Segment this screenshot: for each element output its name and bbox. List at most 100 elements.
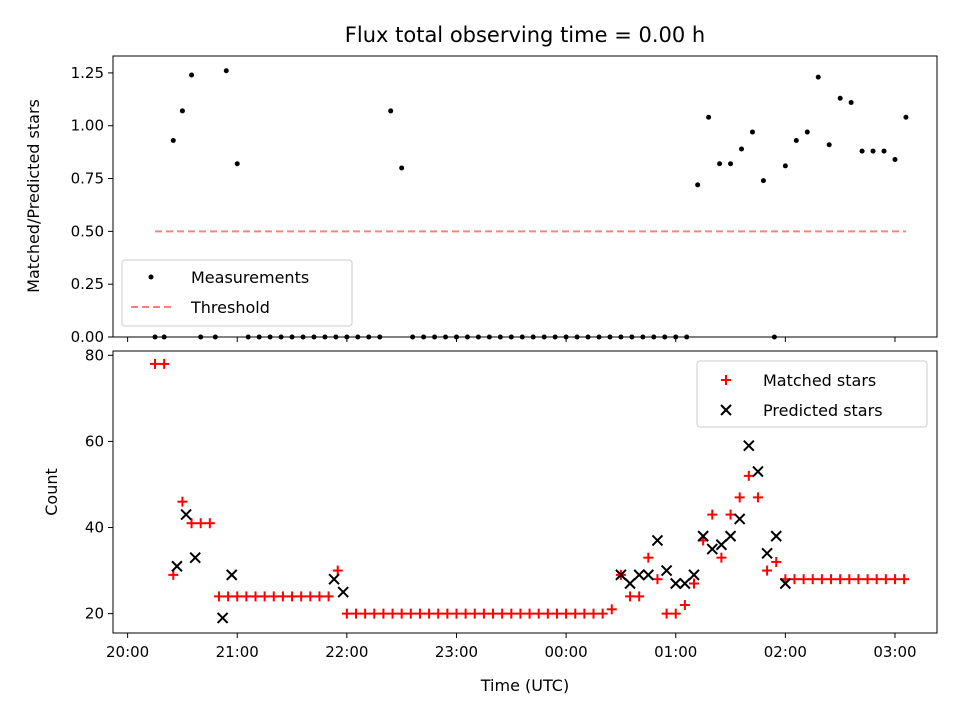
matched-star-point bbox=[844, 574, 855, 585]
matched-star-point bbox=[561, 608, 572, 619]
x-tick-label: 00:00 bbox=[544, 643, 587, 661]
predicted-star-point bbox=[770, 530, 782, 542]
x-tick-label: 22:00 bbox=[325, 643, 368, 661]
bottom-y-ticks: 20 40 60 80 bbox=[85, 346, 113, 623]
predicted-star-point bbox=[624, 577, 636, 590]
measurement-point bbox=[804, 129, 810, 135]
measurement-point bbox=[881, 148, 887, 154]
matched-star-point bbox=[323, 591, 334, 602]
matched-star-point bbox=[862, 574, 873, 585]
predicted-star-point bbox=[633, 569, 645, 581]
predicted-star-point bbox=[706, 543, 718, 555]
matched-star-point bbox=[789, 574, 800, 585]
matched-star-point bbox=[405, 608, 416, 619]
x-tick-label: 02:00 bbox=[764, 643, 807, 661]
measurement-point bbox=[760, 178, 766, 184]
measurement-point bbox=[749, 129, 755, 135]
predicted-star-point bbox=[688, 569, 700, 581]
predicted-star-point bbox=[752, 465, 764, 478]
bottom-y-tick-label: 60 bbox=[85, 432, 104, 450]
matched-star-point bbox=[899, 574, 910, 585]
matched-star-point bbox=[250, 591, 261, 602]
matched-star-point bbox=[679, 600, 690, 611]
measurement-point bbox=[870, 148, 876, 154]
measurement-point bbox=[189, 72, 195, 78]
matched-star-point bbox=[478, 608, 489, 619]
matched-star-point bbox=[515, 608, 526, 619]
bottom-marks bbox=[150, 358, 910, 624]
matched-star-point bbox=[350, 608, 361, 619]
x-tick-label: 01:00 bbox=[654, 643, 697, 661]
measurement-point bbox=[859, 148, 865, 154]
matched-star-point bbox=[798, 574, 809, 585]
matched-star-point bbox=[625, 591, 636, 602]
matched-star-point bbox=[725, 509, 736, 520]
measurement-point bbox=[815, 74, 821, 80]
chart-title: Flux total observing time = 0.00 h bbox=[345, 23, 705, 47]
matched-star-point bbox=[469, 608, 480, 619]
matched-star-point bbox=[707, 509, 718, 520]
matched-star-point bbox=[524, 608, 535, 619]
matched-star-point bbox=[588, 608, 599, 619]
measurement-point bbox=[223, 68, 229, 74]
matched-star-point bbox=[277, 591, 288, 602]
measurement-point bbox=[695, 182, 701, 188]
predicted-star-point bbox=[697, 530, 709, 542]
matched-star-point bbox=[771, 556, 782, 567]
top-y-tick-label: 0.00 bbox=[71, 328, 104, 346]
measurement-point bbox=[706, 114, 712, 120]
matched-star-point bbox=[159, 358, 170, 369]
matched-star-point bbox=[670, 608, 681, 619]
predicted-star-point bbox=[670, 577, 682, 590]
legend-measurements-marker bbox=[148, 274, 154, 280]
measurement-point bbox=[903, 114, 909, 120]
predicted-star-point bbox=[743, 440, 755, 452]
bottom-y-tick-label: 40 bbox=[85, 519, 104, 537]
predicted-star-point bbox=[180, 508, 192, 521]
matched-star-point bbox=[634, 591, 645, 602]
matched-star-point bbox=[396, 608, 407, 619]
x-tick-label: 03:00 bbox=[873, 643, 916, 661]
predicted-star-point bbox=[216, 612, 229, 624]
matched-star-point bbox=[177, 496, 188, 507]
bottom-x-ticks: 20:00 21:00 22:00 23:00 00:00 01:00 02:00 03:00 bbox=[106, 633, 917, 661]
matched-star-point bbox=[835, 574, 846, 585]
legend-measurements-label: Measurements bbox=[191, 268, 309, 287]
matched-star-point bbox=[871, 574, 882, 585]
bottom-y-tick-label: 20 bbox=[85, 605, 104, 623]
predicted-star-point bbox=[615, 569, 627, 581]
legend-predicted-label: Predicted stars bbox=[763, 401, 883, 420]
x-tick-label: 21:00 bbox=[216, 643, 259, 661]
legend-predicted-marker bbox=[720, 404, 732, 416]
measurement-point bbox=[399, 165, 405, 171]
matched-star-point bbox=[213, 591, 224, 602]
matched-star-point bbox=[652, 574, 663, 585]
matched-star-point bbox=[259, 591, 270, 602]
matched-star-point bbox=[168, 569, 179, 580]
measurement-point bbox=[170, 138, 176, 144]
measurement-point bbox=[826, 142, 832, 148]
predicted-star-point bbox=[328, 573, 340, 585]
matched-star-point bbox=[826, 574, 837, 585]
matched-star-point bbox=[570, 608, 581, 619]
legend-threshold-label: Threshold bbox=[190, 298, 270, 317]
top-y-tick-label: 0.75 bbox=[71, 170, 104, 188]
top-x-ticks bbox=[127, 337, 896, 342]
matched-star-point bbox=[433, 608, 444, 619]
predicted-star-point bbox=[679, 577, 691, 590]
matched-star-point bbox=[542, 608, 553, 619]
matched-star-point bbox=[360, 608, 371, 619]
measurement-point bbox=[892, 157, 898, 163]
top-marks bbox=[152, 68, 909, 340]
matched-star-point bbox=[378, 608, 389, 619]
top-y-tick-label: 1.25 bbox=[71, 64, 104, 82]
matched-star-point bbox=[305, 591, 316, 602]
matched-star-point bbox=[606, 604, 617, 615]
matched-star-point bbox=[643, 552, 654, 563]
top-panel: 0.00 0.25 0.50 0.75 1.00 1.25 Matched/Predict… bbox=[24, 55, 938, 346]
matched-star-point bbox=[880, 574, 891, 585]
bottom-y-tick-label: 80 bbox=[85, 346, 104, 364]
predicted-star-point bbox=[733, 513, 746, 525]
predicted-star-point bbox=[189, 551, 201, 564]
